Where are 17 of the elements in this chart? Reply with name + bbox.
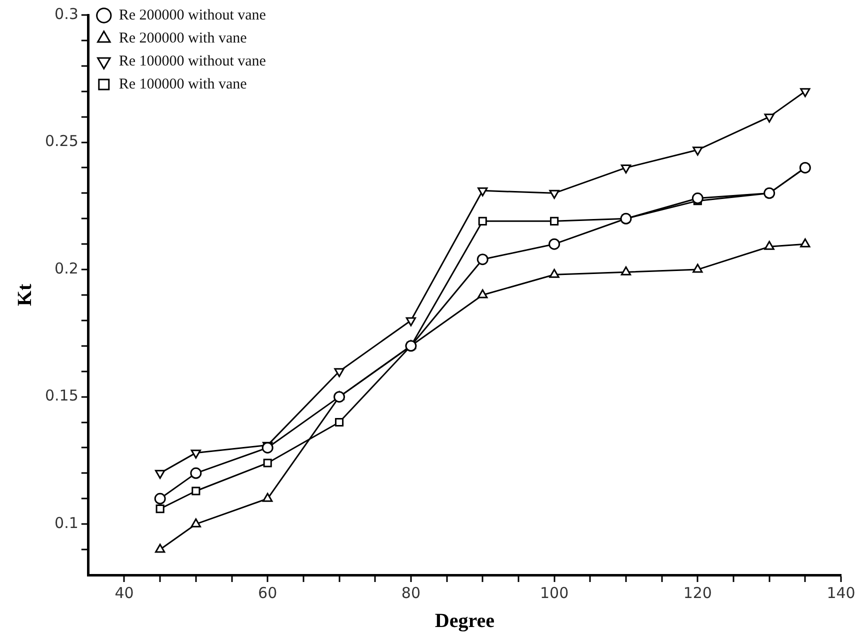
legend-label: Re 100000 with vane bbox=[118, 76, 248, 92]
legend-label: Re 200000 with vane bbox=[118, 30, 248, 46]
legend-label: Re 200000 without vane bbox=[118, 7, 266, 24]
legend-label: Re 100000 without vane bbox=[118, 53, 266, 70]
x-tick-label: 120 bbox=[683, 584, 712, 602]
y-tick-label: 0.1 bbox=[54, 514, 78, 532]
x-tick-label: 80 bbox=[401, 584, 420, 602]
x-axis-title: Degree bbox=[434, 610, 495, 632]
x-tick-label: 40 bbox=[114, 584, 134, 602]
x-tick-label: 60 bbox=[258, 584, 278, 602]
y-tick-label: 0.2 bbox=[54, 259, 78, 278]
x-tick-label: 100 bbox=[540, 584, 569, 602]
y-axis-title: Kt bbox=[14, 284, 36, 306]
x-tick-label: 140 bbox=[826, 584, 856, 602]
y-tick-label: 0.25 bbox=[44, 132, 78, 150]
y-tick-label: 0.15 bbox=[44, 386, 78, 405]
y-tick-label: 0.3 bbox=[54, 4, 78, 23]
